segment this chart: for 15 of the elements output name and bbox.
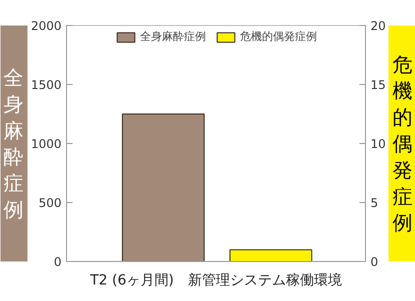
y-tick-label: 1000 — [30, 137, 62, 151]
legend-label: 危機的偶発症例 — [240, 29, 317, 44]
legend-label: 全身麻酔症例 — [140, 29, 206, 44]
y2-tick-label: 15 — [370, 78, 386, 92]
x-axis-title: T2 (6ヶ月間) 新管理システム稼働環境 — [89, 272, 342, 288]
y2-axis-title: 危機的偶発症例 — [392, 52, 412, 235]
y2-tick-label: 0 — [370, 255, 378, 269]
y2-tick-label: 20 — [370, 19, 386, 33]
y-tick-label: 0 — [54, 255, 62, 269]
y-tick-label: 1500 — [30, 78, 62, 92]
y-tick-label: 500 — [38, 196, 62, 210]
y-axis-title: 全身麻酔症例 — [4, 66, 24, 222]
y2-tick-label: 10 — [370, 137, 386, 151]
y-tick-label: 2000 — [30, 19, 62, 33]
y2-tick-label: 5 — [370, 196, 378, 210]
